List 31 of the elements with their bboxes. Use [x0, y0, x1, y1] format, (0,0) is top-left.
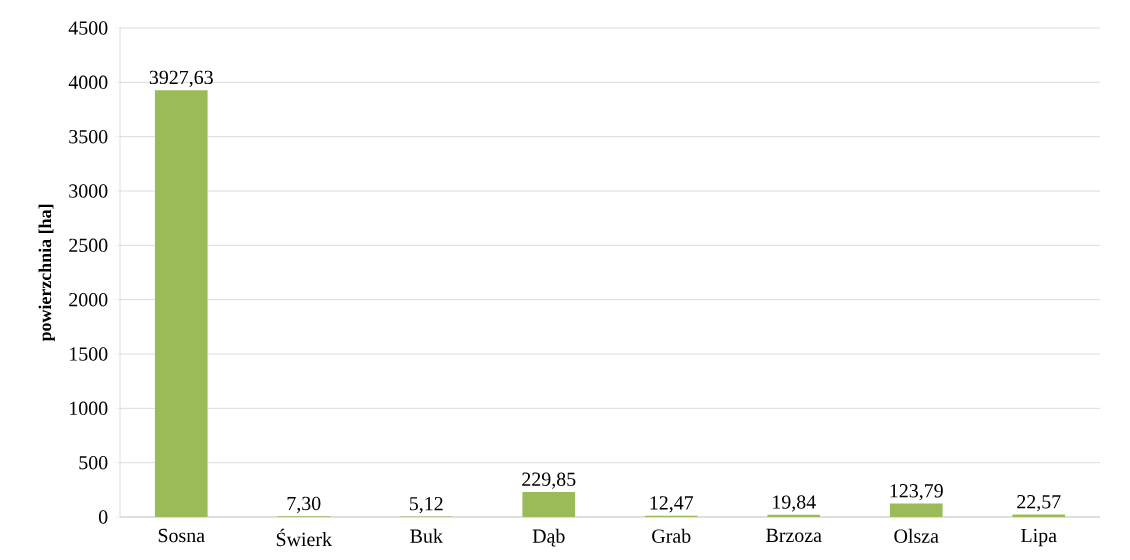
- data-label: 12,47: [650, 496, 694, 513]
- y-axis-title: powierzchnia [ha]: [38, 204, 55, 342]
- y-tick-label: 1500: [70, 347, 108, 361]
- data-label: 5,12: [409, 496, 443, 514]
- y-tick-label: 4500: [68, 21, 108, 35]
- bar: [889, 503, 943, 517]
- x-tick-label: Buk: [410, 528, 443, 543]
- y-tick-label: 3000: [69, 184, 108, 198]
- data-label: 7,30: [287, 496, 321, 514]
- bar: [154, 90, 208, 517]
- data-label: 229,85: [522, 472, 576, 489]
- bar: [767, 514, 821, 517]
- y-tick-label: 1000: [70, 401, 108, 416]
- x-tick-label: Lipa: [1021, 528, 1057, 547]
- x-tick-label: Sosna: [158, 528, 205, 543]
- y-tick-label: 0: [98, 510, 108, 524]
- x-tick-label: Świerk: [276, 528, 332, 547]
- y-tick-label: 2500: [69, 238, 108, 253]
- y-tick-label: 3500: [69, 129, 108, 144]
- x-tick-label: Olsza: [894, 528, 939, 543]
- y-tick-label: 2000: [69, 292, 108, 307]
- data-label: 19,84: [773, 495, 816, 512]
- bar: [522, 492, 576, 517]
- data-label: 22,57: [1017, 495, 1061, 512]
- data-label: 123,79: [890, 484, 943, 501]
- y-tick-label: 4000: [68, 75, 108, 90]
- x-tick-label: Grab: [652, 528, 691, 543]
- x-tick-label: Brzoza: [766, 528, 822, 543]
- data-label: 3927,63: [149, 70, 213, 87]
- x-tick-label: Dąb: [532, 528, 565, 547]
- y-tick-label: 500: [79, 455, 108, 470]
